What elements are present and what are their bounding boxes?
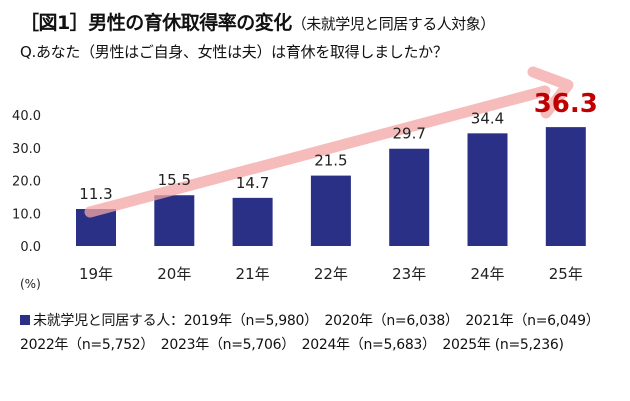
x-tick-label: 22年 [314, 265, 348, 283]
x-tick-label: 24年 [470, 265, 504, 283]
legend: 未就学児と同居する人：2019年（n=5,980） 2020年（n=6,038）… [20, 310, 625, 357]
x-tick-label: 25年 [549, 265, 583, 283]
title-sub: （未就学児と同居する人対象） [291, 15, 496, 33]
y-tick-label: 40.0 [12, 109, 41, 124]
bar [467, 133, 508, 246]
data-label: 29.7 [392, 125, 425, 143]
bar [310, 175, 351, 246]
data-label: 34.4 [471, 109, 504, 127]
x-tick-label: 20年 [157, 265, 191, 283]
bar [232, 197, 273, 246]
trend-arrow [84, 66, 574, 218]
trend-arrow-head [527, 66, 574, 119]
y-tick-label: 10.0 [12, 207, 41, 222]
data-label: 36.3 [534, 89, 598, 119]
y-tick-label: 0.0 [20, 240, 41, 255]
bar [545, 127, 586, 246]
y-tick-label: 20.0 [12, 175, 41, 190]
y-tick-label: 30.0 [12, 142, 41, 157]
data-label: 14.7 [236, 174, 269, 192]
data-label: 15.5 [158, 171, 191, 189]
chart-title: ［図1］男性の育休取得率の変化（未就学児と同居する人対象） [20, 8, 495, 35]
y-axis-label: (%) [20, 277, 41, 291]
title-main: ［図1］男性の育休取得率の変化 [20, 12, 292, 34]
trend-arrow-shaft [84, 85, 551, 218]
x-tick-label: 21年 [236, 265, 270, 283]
data-label: 21.5 [314, 152, 347, 170]
bar [154, 195, 195, 246]
x-tick-label: 19年 [79, 265, 113, 283]
question-text: Q.あなた（男性はご自身、女性は夫）は育休を取得しましたか？ [20, 43, 448, 61]
data-label: 11.3 [79, 185, 112, 203]
bar [389, 148, 430, 246]
x-tick-label: 23年 [392, 265, 426, 283]
legend-swatch [20, 315, 30, 325]
bar-chart: 0.0 10.0 20.0 30.0 40.0 (%) 19年 20年 21年 22年 23年 24年… [12, 66, 598, 291]
legend-label: 未就学児と同居する人：2019年（n=5,980） 2020年（n=6,038）… [20, 313, 607, 353]
